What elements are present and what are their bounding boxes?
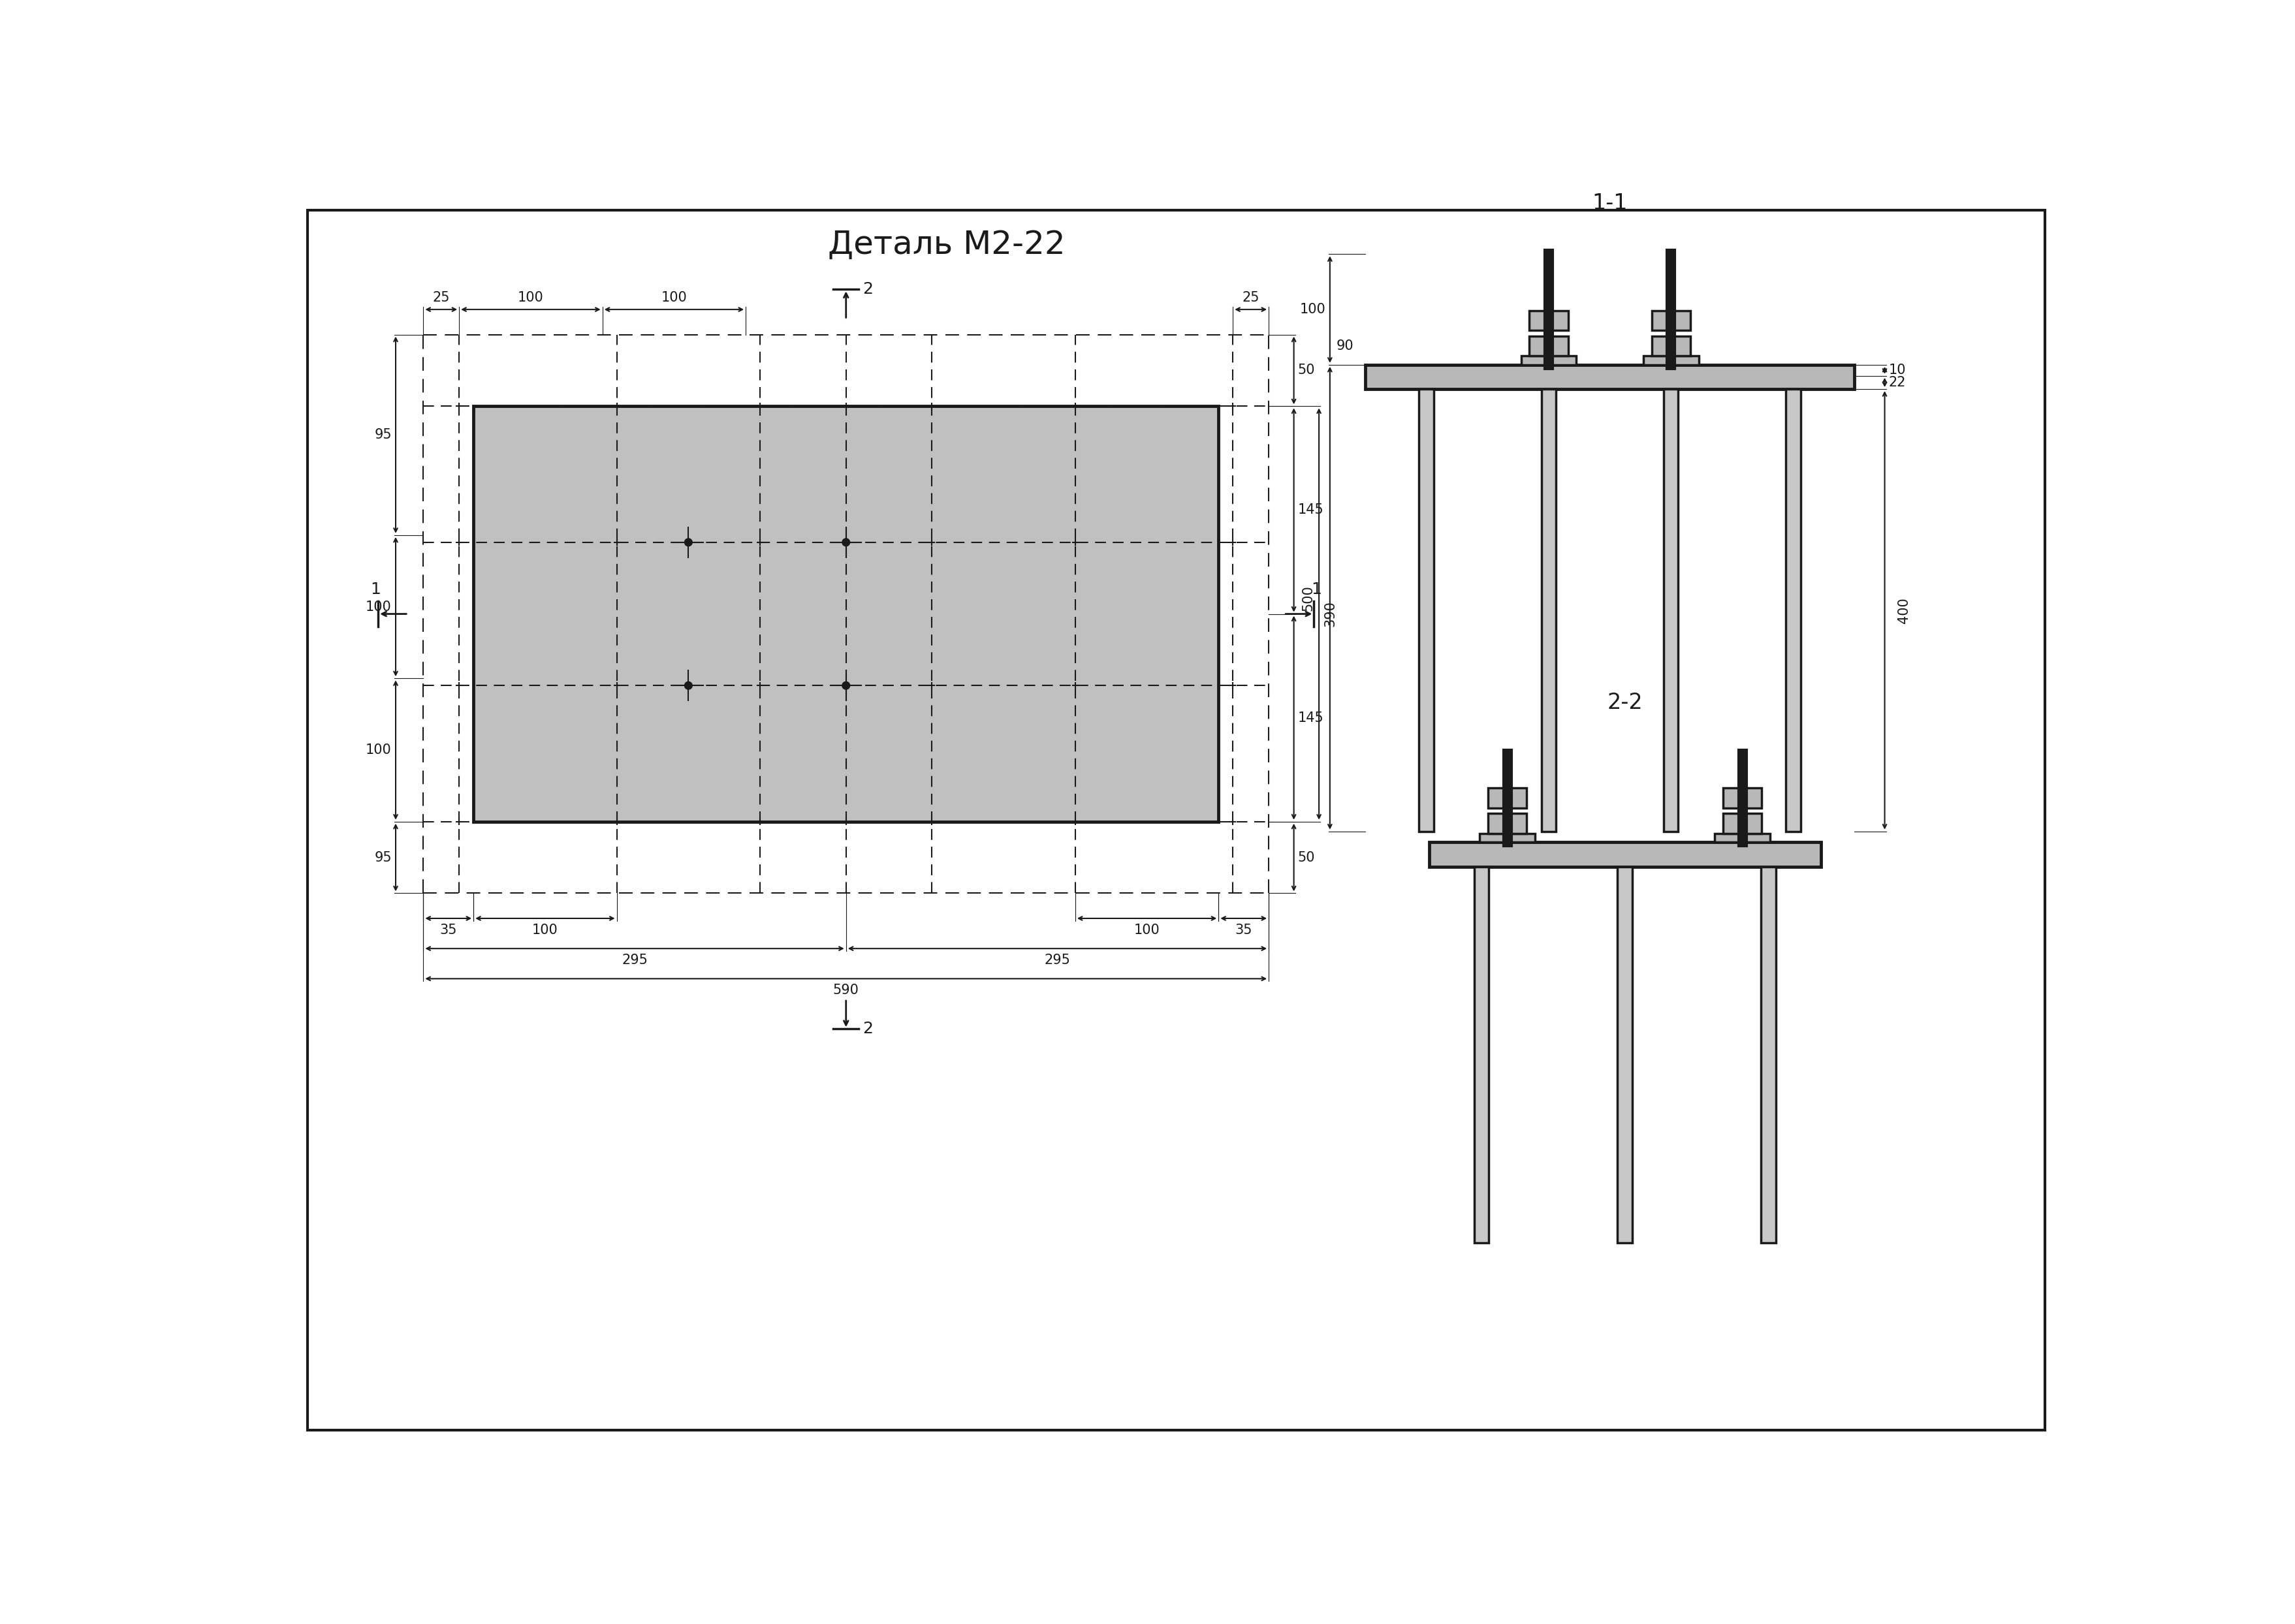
Text: 295: 295 <box>1044 953 1069 966</box>
Bar <box>1542 390 1556 831</box>
Bar <box>1786 390 1802 831</box>
Text: 590: 590 <box>833 984 858 997</box>
Bar <box>1528 310 1567 330</box>
Text: Деталь М2-22: Деталь М2-22 <box>828 229 1065 260</box>
Text: 90: 90 <box>1336 339 1354 352</box>
Circle shape <box>686 684 691 687</box>
Bar <box>1522 356 1577 365</box>
Text: 100: 100 <box>661 291 686 304</box>
Bar <box>1418 390 1434 831</box>
Text: 25: 25 <box>1242 291 1260 304</box>
Text: 95: 95 <box>374 429 392 442</box>
Bar <box>1714 833 1769 843</box>
Text: 25: 25 <box>431 291 450 304</box>
Text: 390: 390 <box>1324 601 1338 627</box>
Text: 50: 50 <box>1299 364 1315 377</box>
Circle shape <box>845 541 847 544</box>
Text: 1-1: 1-1 <box>1593 192 1627 214</box>
Text: 100: 100 <box>532 924 558 937</box>
Bar <box>1430 843 1820 867</box>
Bar <box>1487 814 1526 833</box>
Text: 145: 145 <box>1299 711 1324 724</box>
Text: 35: 35 <box>441 924 457 937</box>
Text: 22: 22 <box>1889 375 1907 390</box>
Bar <box>1618 867 1632 1242</box>
Circle shape <box>842 682 849 689</box>
Circle shape <box>845 541 849 544</box>
Text: 2-2: 2-2 <box>1606 692 1643 713</box>
Text: 35: 35 <box>1235 924 1253 937</box>
Text: 10: 10 <box>1889 364 1907 377</box>
Bar <box>1528 336 1567 356</box>
Bar <box>1724 814 1763 833</box>
Text: 100: 100 <box>519 291 544 304</box>
Bar <box>1487 788 1526 809</box>
Text: 50: 50 <box>1299 851 1315 864</box>
Text: 100: 100 <box>365 601 392 614</box>
Circle shape <box>686 541 691 544</box>
Text: 100: 100 <box>365 744 392 757</box>
Circle shape <box>842 539 849 546</box>
Circle shape <box>686 541 691 544</box>
Bar <box>1760 867 1776 1242</box>
Text: 100: 100 <box>1299 304 1327 317</box>
Text: 2: 2 <box>863 281 872 297</box>
Bar <box>1480 833 1535 843</box>
Circle shape <box>686 682 691 689</box>
Bar <box>1473 867 1489 1242</box>
Text: 100: 100 <box>1134 924 1159 937</box>
Text: 1: 1 <box>1310 581 1322 598</box>
Bar <box>1724 788 1763 809</box>
Text: 500: 500 <box>1301 585 1315 611</box>
Text: 2: 2 <box>863 1021 872 1036</box>
Circle shape <box>845 684 847 687</box>
Bar <box>1652 310 1691 330</box>
Circle shape <box>845 684 849 687</box>
Bar <box>1652 336 1691 356</box>
Text: 1: 1 <box>369 581 381 598</box>
Bar <box>1664 390 1678 831</box>
Bar <box>1643 356 1698 365</box>
Circle shape <box>686 684 691 687</box>
Text: 400: 400 <box>1898 598 1909 624</box>
Bar <box>473 406 1219 822</box>
Text: 95: 95 <box>374 851 392 864</box>
Bar <box>1366 365 1854 390</box>
Circle shape <box>686 539 691 546</box>
Text: 295: 295 <box>622 953 647 966</box>
Text: 145: 145 <box>1299 503 1324 516</box>
